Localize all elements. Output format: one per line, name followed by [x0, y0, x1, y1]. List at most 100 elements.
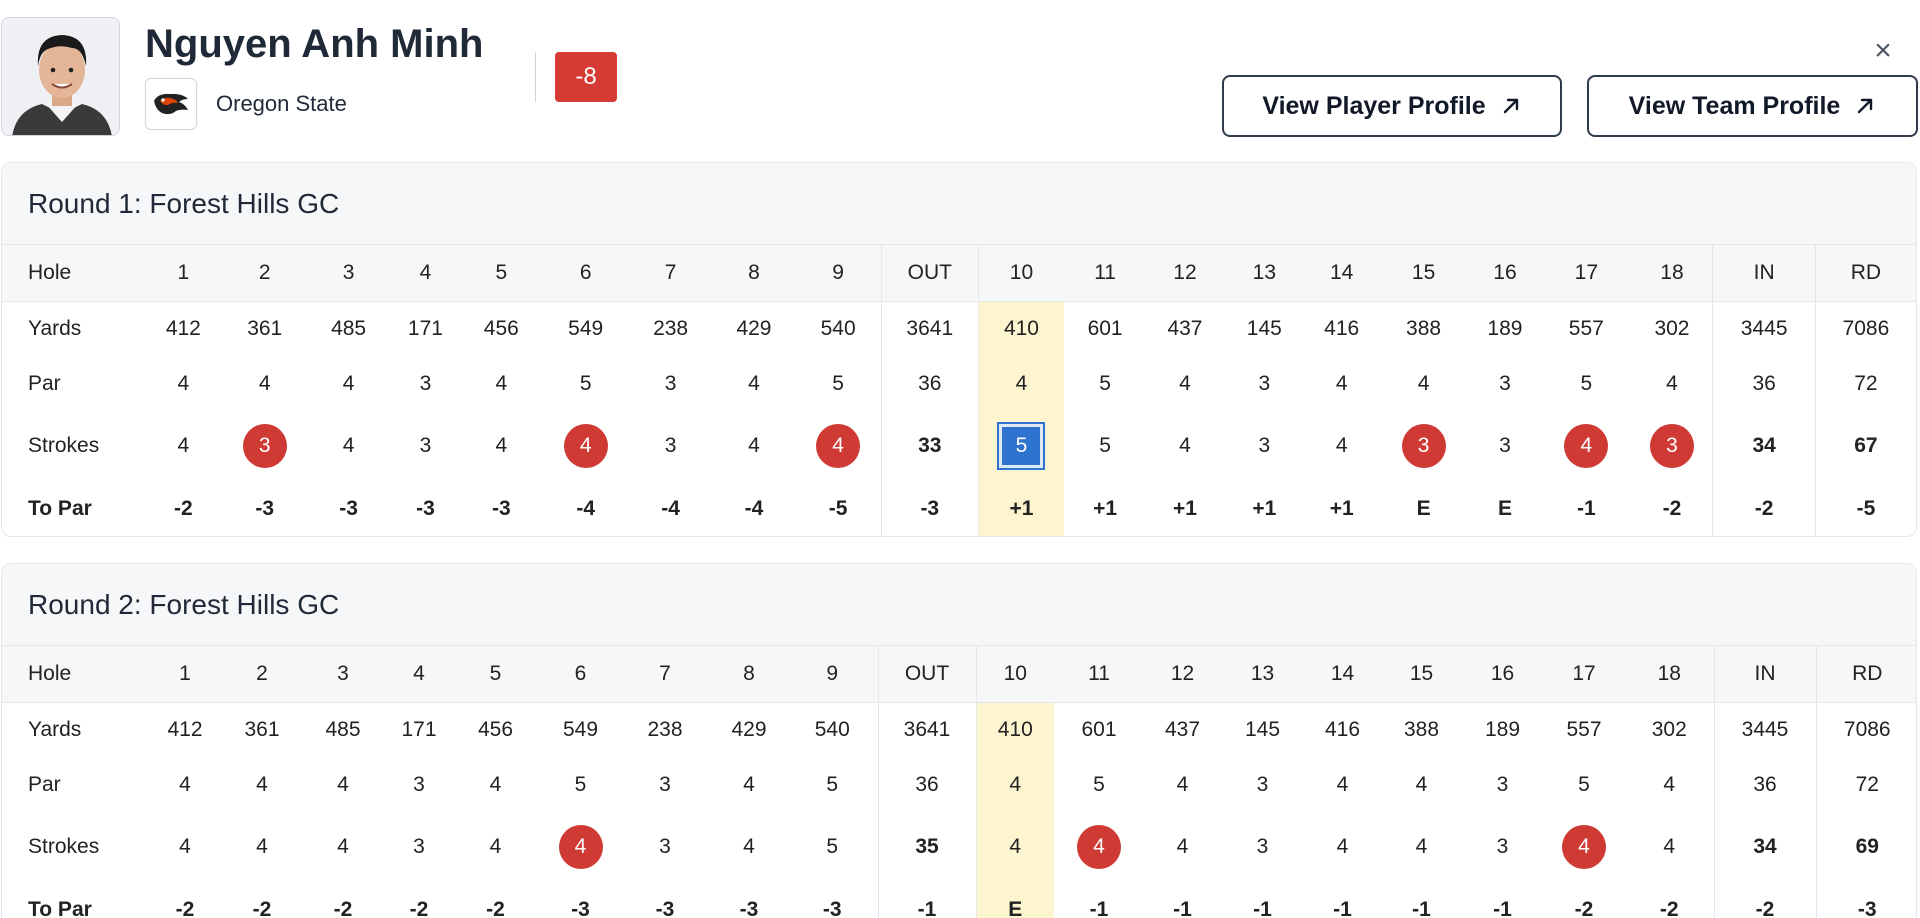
score-cell: 7 — [628, 245, 713, 302]
score-cell: -2 — [1712, 481, 1816, 536]
score-cell: 429 — [736, 317, 772, 341]
score-cell: 4 — [179, 835, 191, 858]
score-cell: 15 — [1378, 245, 1469, 302]
score-cell: 5 — [832, 372, 844, 395]
score-cell: 18 — [1631, 245, 1713, 302]
score-cell: -2 — [175, 898, 195, 918]
score-cell: 601 — [1087, 317, 1123, 341]
row-label: Par — [28, 773, 61, 796]
par-row: Par 4 4 4 3 4 5 3 4 5 36 4 5 4 3 4 4 3 5 4 36 72 — [2, 357, 1916, 411]
score-cell: 549 — [562, 718, 599, 742]
score-cell: 34 — [1713, 812, 1816, 882]
external-arrow-icon — [1858, 98, 1873, 114]
score-cell: 3445 — [1713, 702, 1816, 758]
score-cell: -3 — [739, 898, 759, 918]
score-cell: 416 — [1324, 317, 1360, 341]
score-cell: 7086 — [1814, 301, 1916, 357]
score-cell: -3 — [822, 898, 842, 918]
score-cell: 72 — [1815, 758, 1916, 812]
row-label: Hole — [2, 245, 144, 302]
score-cell: 171 — [401, 718, 437, 742]
score-cell: OUT — [880, 245, 979, 302]
score-cell: 8 — [711, 646, 787, 703]
score-cell: 34 — [1712, 411, 1816, 481]
score-cell: 4 — [495, 372, 508, 395]
score-cell: 4 — [1663, 773, 1676, 796]
score-cell: -1 — [1173, 898, 1192, 918]
score-cell: 5 — [1099, 434, 1111, 457]
birdie-marker: 3 — [1401, 424, 1446, 468]
score-cell: 4 — [342, 434, 355, 457]
score-cell: -3 — [880, 481, 979, 536]
score-cell: 557 — [1568, 317, 1604, 341]
score-cell: 3 — [1499, 372, 1511, 395]
row-label: Strokes — [28, 835, 100, 858]
score-cell: 557 — [1566, 718, 1602, 742]
score-cell: -1 — [1089, 898, 1109, 918]
score-cell: 33 — [880, 411, 979, 481]
score-cell: RD — [1815, 646, 1916, 703]
score-cell: -1 — [877, 882, 976, 918]
score-cell: 3 — [1256, 835, 1269, 858]
score-cell: 4 — [177, 434, 190, 457]
score-cell: 4 — [1666, 372, 1678, 395]
score-cell: 4 — [179, 773, 191, 796]
score-cell: -3 — [571, 898, 590, 918]
score-cell: 4 — [1415, 835, 1428, 858]
score-cell: -4 — [744, 497, 764, 520]
score-cell: 361 — [247, 317, 283, 341]
score-cell: E — [975, 882, 1054, 918]
row-label: Strokes — [28, 434, 100, 457]
score-cell: 302 — [1651, 718, 1687, 742]
score-cell: 437 — [1167, 317, 1203, 341]
score-cell: 18 — [1625, 646, 1714, 703]
score-cell: 4 — [1336, 835, 1349, 858]
score-cell: -1 — [1253, 898, 1272, 918]
score-cell: 3 — [664, 434, 677, 457]
yards-row: Yards 412 361 485 171 456 549 238 429 540 3641 410 6… — [2, 301, 1916, 357]
score-cell: 16 — [1468, 245, 1542, 302]
view-player-profile-button[interactable]: View Player Profile — [1222, 75, 1562, 137]
scorecard-table: Hole 1 2 3 4 5 6 7 8 9 OUT 10 11 12 13 14 15 16 17 18 IN RD Ya… — [2, 245, 1916, 536]
score-cell: 14 — [1305, 245, 1379, 302]
score-cell: 4 — [489, 773, 502, 796]
view-team-profile-button[interactable]: View Team Profile — [1587, 75, 1918, 137]
score-cell: E — [1416, 497, 1431, 520]
score-cell: 36 — [877, 758, 976, 812]
score-cell: -1 — [1576, 497, 1596, 520]
score-cell: 4 — [489, 835, 502, 858]
score-cell: 3 — [1378, 411, 1468, 481]
to-par-row: To Par -2 -2 -2 -2 -2 -3 -3 -3 -3 -1 E -1 -1 -1 -1 -1 -1-… — [2, 882, 1916, 918]
score-cell: 3 — [1496, 773, 1509, 796]
score-cell: 456 — [477, 718, 514, 742]
score-cell: -1 — [1333, 898, 1352, 918]
score-cell: 5 — [460, 245, 543, 302]
score-cell: 485 — [325, 718, 361, 742]
score-cell: 4 — [1336, 773, 1349, 796]
close-icon[interactable]: × — [1874, 34, 1892, 67]
score-cell: 2 — [227, 646, 297, 703]
score-cell: 6 — [542, 245, 629, 302]
score-cell: -2 — [409, 898, 429, 918]
score-cell: 10 — [975, 646, 1054, 703]
team-logo-icon — [145, 78, 197, 130]
score-cell: 485 — [331, 317, 367, 341]
score-cell: -2 — [333, 898, 353, 918]
score-cell: 4 — [748, 434, 760, 457]
score-cell: 10 — [978, 245, 1064, 302]
score-cell: 189 — [1487, 317, 1523, 341]
score-cell: 238 — [653, 317, 689, 341]
score-cell: +1 — [1252, 497, 1277, 520]
score-cell: -2 — [1659, 898, 1679, 918]
score-cell: 9 — [795, 245, 882, 302]
score-cell: 4 — [1054, 812, 1144, 882]
score-cell: 3 — [659, 835, 671, 858]
score-cell: 3 — [659, 773, 671, 796]
score-cell: 549 — [568, 317, 604, 341]
score-cell: 3 — [1496, 835, 1509, 858]
score-cell: 13 — [1223, 245, 1306, 302]
score-cell: 4 — [337, 835, 349, 858]
strokes-row: Strokes 4 3 4 3 4 4 3 4 4 33 5 5 4 3 4 3 3 4 3 34 67 — [2, 411, 1916, 481]
score-cell: -5 — [1814, 481, 1916, 536]
birdie-marker: 3 — [1649, 424, 1694, 468]
